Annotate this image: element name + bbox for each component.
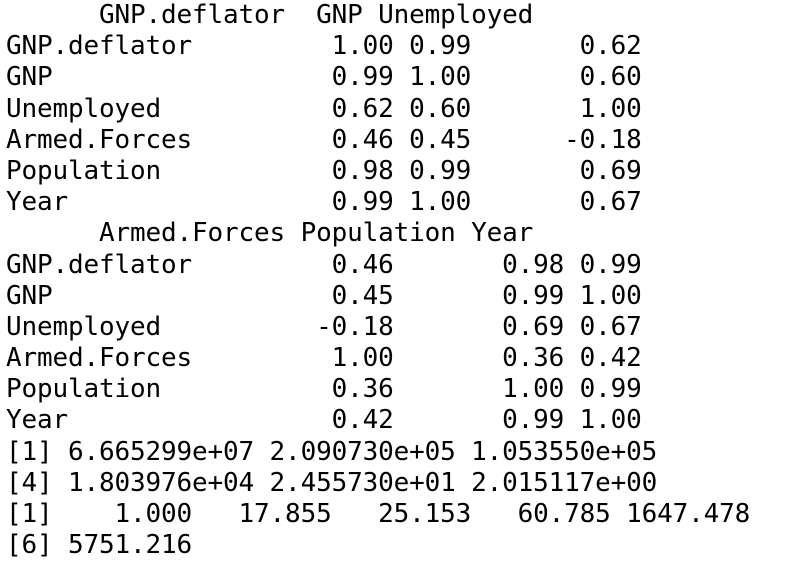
correlation-row-population-2: Population 0.36 1.00 0.99 — [6, 374, 642, 405]
correlation-row-unemployed-2: Unemployed -0.18 0.69 0.67 — [6, 311, 642, 342]
condition-index-line-2: [6] 5751.216 — [6, 530, 193, 561]
r-console-output: GNP.deflator GNP Unemployed GNP.deflator… — [6, 0, 786, 565]
correlation-row-gnp: GNP 0.99 1.00 0.60 — [6, 62, 642, 93]
condition-index-line-1: [1] 1.000 17.855 25.153 60.785 1647.478 — [6, 499, 751, 529]
correlation-row-year: Year 0.99 1.00 0.67 — [6, 187, 642, 218]
correlation-row-gnp-deflator: GNP.deflator 1.00 0.99 0.62 — [6, 31, 642, 62]
correlation-row-year-2: Year 0.42 0.99 1.00 — [6, 405, 642, 436]
eigenvalues-line-1: [1] 6.665299e+07 2.090730e+05 1.053550e+… — [6, 436, 658, 467]
correlation-row-armed-forces-2: Armed.Forces 1.00 0.36 0.42 — [6, 343, 642, 374]
correlation-row-population: Population 0.98 0.99 0.69 — [6, 155, 642, 186]
correlation-header-row-1: GNP.deflator GNP Unemployed — [6, 0, 534, 30]
correlation-row-unemployed: Unemployed 0.62 0.60 1.00 — [6, 93, 642, 124]
correlation-row-armed-forces: Armed.Forces 0.46 0.45 -0.18 — [6, 124, 642, 155]
correlation-header-row-2: Armed.Forces Population Year — [6, 218, 534, 249]
correlation-row-gnp-deflator-2: GNP.deflator 0.46 0.98 0.99 — [6, 249, 642, 280]
eigenvalues-line-2: [4] 1.803976e+04 2.455730e+01 2.015117e+… — [6, 467, 658, 498]
correlation-row-gnp-2: GNP 0.45 0.99 1.00 — [6, 280, 642, 311]
